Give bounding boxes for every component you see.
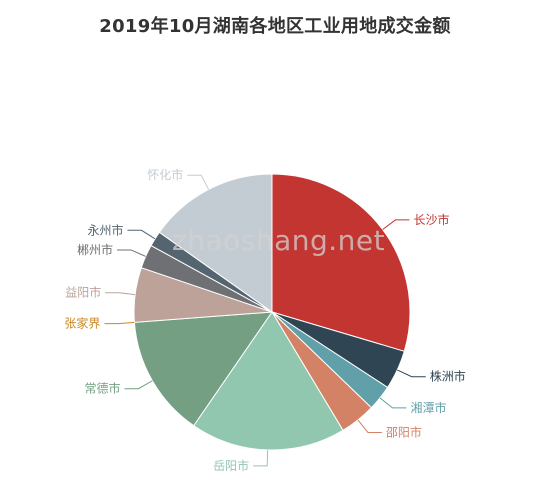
pie-label-2: 湘潭市 (410, 400, 446, 415)
pie-leader-line-7 (105, 292, 136, 296)
pie-slice-4[interactable] (193, 311, 344, 451)
pie-leader-line-2 (379, 397, 407, 409)
pie-label-6: 张家界 (64, 316, 100, 331)
pie-label-3: 邵阳市 (386, 424, 422, 439)
pie-leader-line-9 (127, 229, 156, 240)
pie-leader-line-1 (397, 369, 426, 378)
pie-slices (133, 173, 411, 451)
pie-label-1: 株洲市 (430, 369, 466, 384)
pie-leader-line-0 (382, 219, 410, 230)
pie-leader-line-3 (357, 419, 382, 433)
pie-label-8: 郴州市 (77, 242, 113, 257)
pie-leader-line-5 (124, 380, 153, 390)
pie-slice-5[interactable] (133, 311, 274, 427)
pie-label-10: 怀化市 (147, 167, 183, 182)
pie-label-0: 长沙市 (413, 212, 449, 227)
pie-leader-line-4 (253, 449, 269, 467)
pie-slice-0[interactable] (271, 173, 411, 352)
pie-label-4: 岳阳市 (213, 458, 249, 473)
pie-leader-line-10 (187, 174, 210, 190)
pie-label-7: 益阳市 (65, 285, 101, 300)
pie-label-5: 常德市 (84, 381, 120, 396)
chart-title: 2019年10月湖南各地区工业用地成交金额 (99, 16, 451, 37)
pie-leader-line-8 (117, 249, 146, 257)
pie-leader-line-6 (104, 321, 135, 325)
pie-label-9: 永州市 (87, 222, 123, 237)
watermark-text: zhaoshang.net (172, 224, 386, 257)
